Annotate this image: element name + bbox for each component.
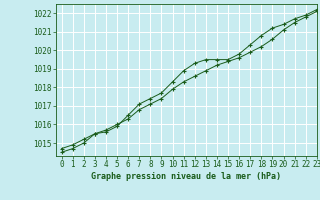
- X-axis label: Graphe pression niveau de la mer (hPa): Graphe pression niveau de la mer (hPa): [92, 172, 281, 181]
